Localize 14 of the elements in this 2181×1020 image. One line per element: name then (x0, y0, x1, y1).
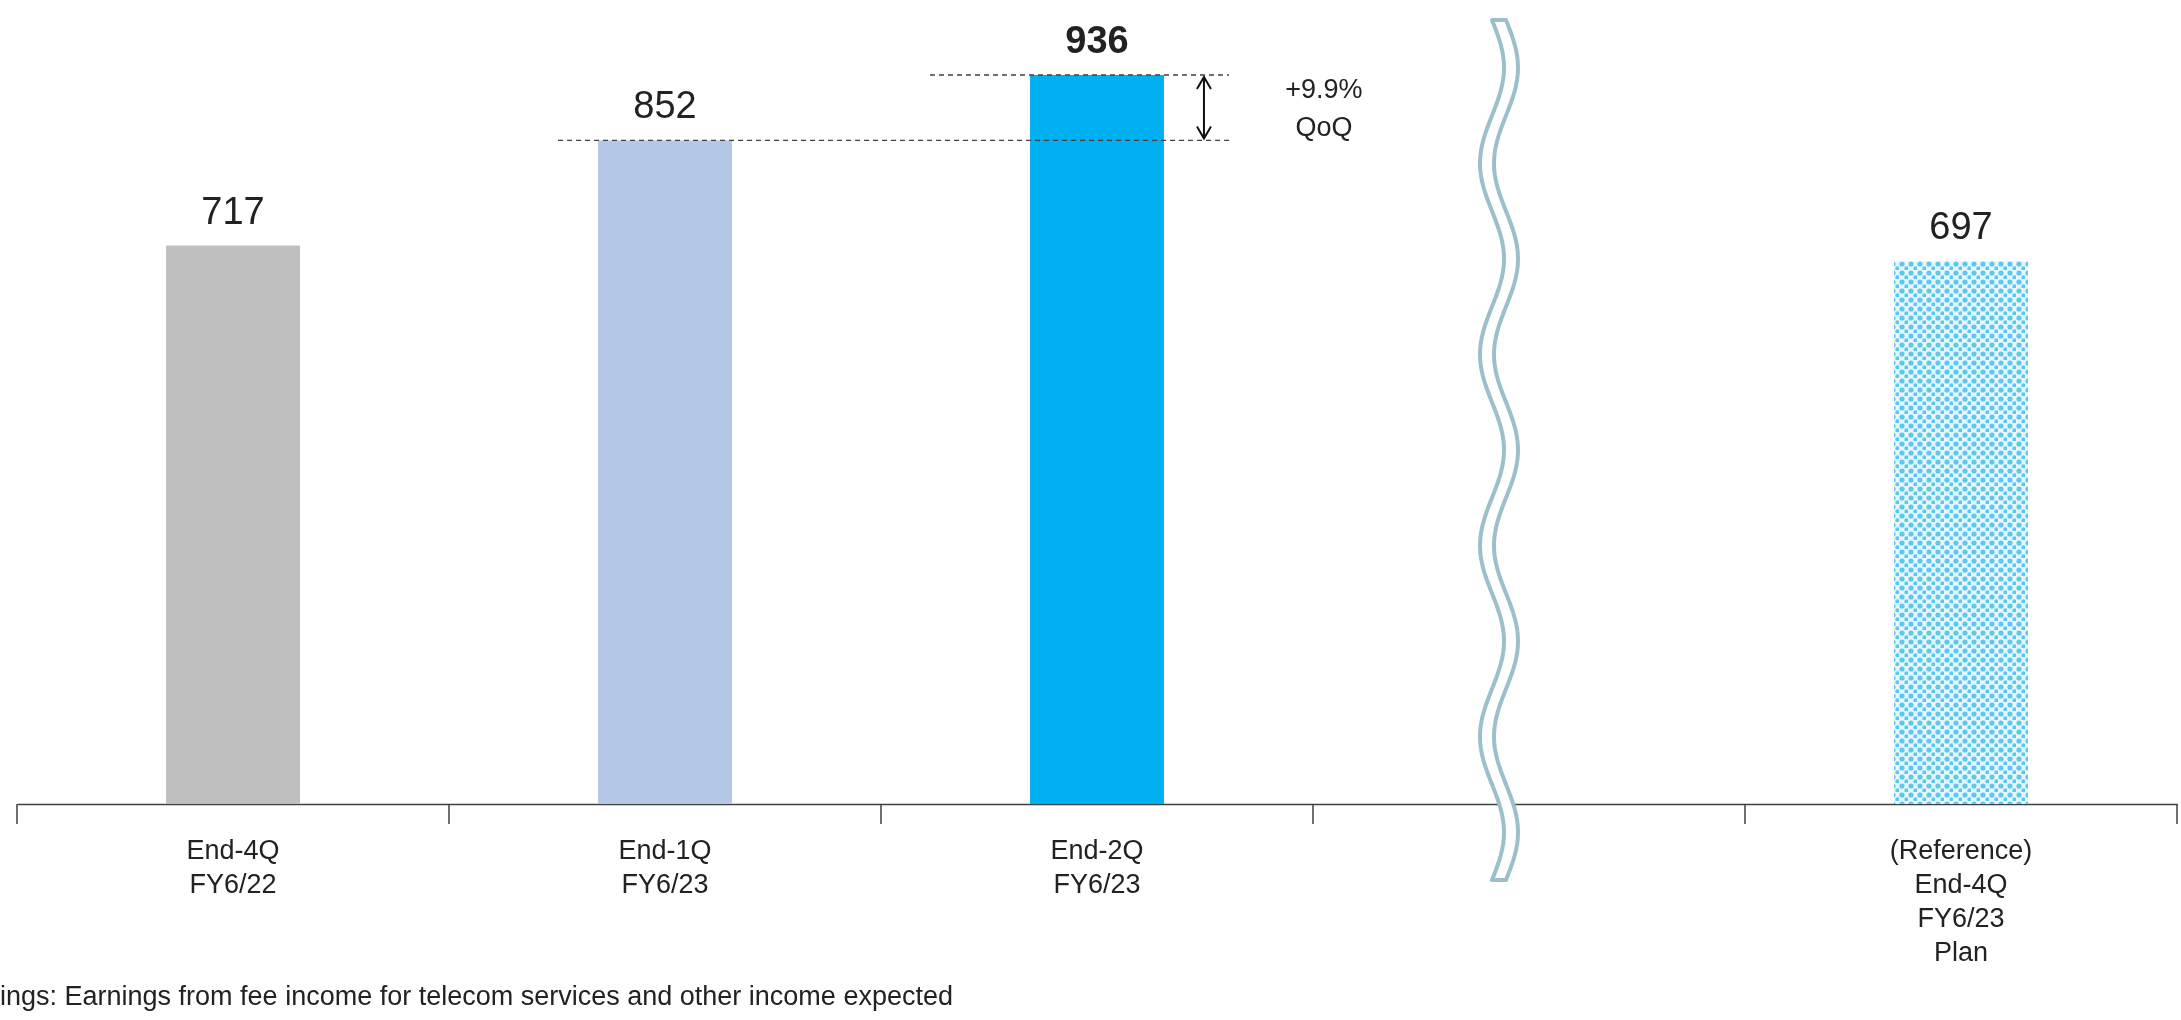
x-tick-label: End-4Q FY6/22 (186, 835, 280, 899)
bar (1030, 75, 1164, 804)
bar (598, 140, 732, 804)
bar (166, 245, 300, 804)
annotation: +9.9% QoQ (1285, 73, 1363, 142)
x-tick-label: (Reference) End-4Q FY6/23 Plan (1889, 835, 2033, 967)
text: ings: Earnings from fee income for telecom services and other income expected (0, 981, 953, 1011)
data-label: 717 (201, 189, 265, 232)
bar (1894, 261, 2028, 804)
data-label: 852 (633, 84, 697, 127)
x-tick-label: End-1Q FY6/23 (618, 835, 712, 899)
data-label: 936 (1065, 19, 1129, 61)
data-label: 697 (1929, 205, 1993, 248)
x-tick-label: End-2Q FY6/23 (1050, 835, 1144, 899)
